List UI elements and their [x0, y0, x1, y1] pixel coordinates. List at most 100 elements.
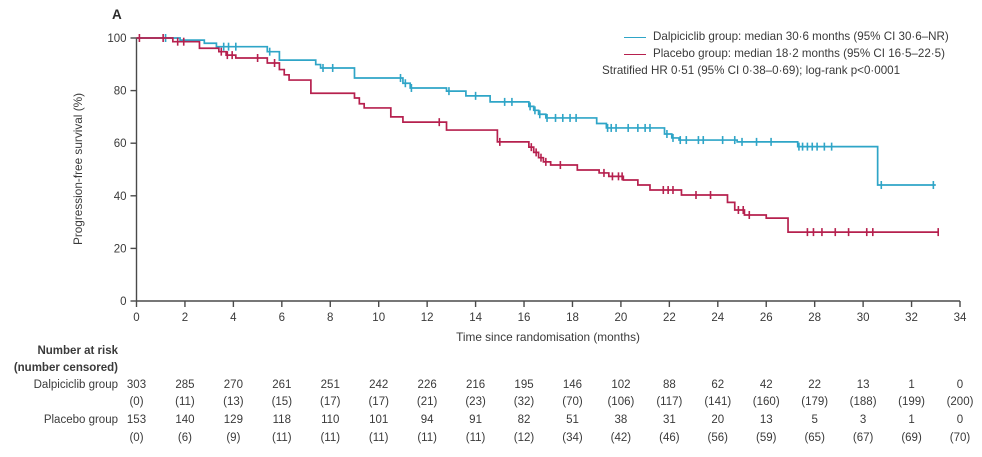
risk-censored-cell: (11): [417, 432, 437, 444]
y-tick-label: 20: [114, 243, 127, 255]
risk-count-cell: 195: [514, 379, 534, 391]
risk-count-cell: 101: [369, 414, 389, 426]
risk-censored-cell: (70): [949, 432, 971, 444]
risk-censored-cell: (0): [129, 432, 144, 444]
x-tick-label: 30: [857, 312, 870, 324]
x-tick-label: 6: [279, 312, 285, 324]
risk-count-cell: 5: [811, 414, 818, 426]
risk-count-cell: 1: [908, 379, 915, 391]
risk-count-cell: 13: [759, 414, 773, 426]
y-tick-label: 0: [120, 296, 126, 308]
risk-censored-cell: (17): [368, 396, 389, 408]
risk-count-cell: 285: [175, 379, 195, 391]
risk-censored-cell: (9): [226, 432, 241, 444]
risk-count-cell: 31: [662, 414, 676, 426]
risk-count-cell: 13: [856, 379, 870, 391]
risk-count-cell: 261: [272, 379, 292, 391]
x-tick-label: 0: [133, 312, 139, 324]
risk-count-cell: 0: [956, 379, 964, 391]
x-tick-label: 10: [372, 312, 385, 324]
risk-count-cell: 216: [465, 379, 486, 391]
panel-label: A: [112, 7, 122, 22]
risk-count-cell: 146: [562, 379, 583, 391]
legend-label: Dalpiciclib group: median 30·6 months (9…: [653, 30, 949, 43]
risk-count-cell: 51: [566, 414, 579, 426]
risk-row-label: Dalpiciclib group: [33, 379, 118, 391]
risk-censored-cell: (23): [465, 396, 486, 408]
risk-censored-cell: (59): [756, 432, 777, 444]
risk-count-cell: 129: [223, 414, 243, 426]
risk-censored-cell: (11): [368, 432, 389, 444]
risk-censored-cell: (200): [946, 396, 974, 408]
legend-entry-dalpiciclib: Dalpiciclib group: median 30·6 months (9…: [624, 30, 949, 44]
risk-count-cell: 3: [859, 414, 867, 426]
x-tick-label: 26: [760, 312, 773, 324]
x-tick-label: 28: [808, 312, 821, 324]
risk-table-header-line2: (number censored): [13, 362, 118, 374]
x-tick-label: 22: [663, 312, 676, 324]
risk-censored-cell: (46): [659, 432, 680, 444]
risk-censored-cell: (56): [707, 432, 729, 444]
risk-censored-cell: (15): [271, 396, 293, 408]
legend-label: Placebo group: median 18·2 months (95% C…: [653, 47, 945, 60]
risk-censored-cell: (70): [562, 396, 583, 408]
placebo-line-swatch-icon: [624, 53, 646, 55]
risk-count-cell: 62: [711, 379, 725, 391]
risk-censored-cell: (179): [801, 396, 829, 408]
risk-censored-cell: (32): [513, 396, 535, 408]
risk-count-cell: 94: [420, 414, 434, 426]
risk-count-cell: 242: [369, 379, 389, 391]
y-tick-label: 40: [114, 191, 127, 203]
x-tick-label: 14: [469, 312, 482, 324]
x-tick-label: 18: [566, 312, 579, 324]
risk-censored-cell: (188): [849, 396, 877, 408]
risk-censored-cell: (160): [752, 396, 780, 408]
risk-row-label: Placebo group: [43, 414, 118, 426]
risk-censored-cell: (199): [898, 396, 925, 408]
x-tick-label: 2: [182, 312, 188, 324]
km-curve-dalpiciclib-group: [136, 37, 936, 186]
stratified-hr-note: Stratified HR 0·51 (95% CI 0·38–0·69); l…: [602, 64, 901, 77]
risk-count-cell: 270: [223, 379, 243, 391]
risk-censored-cell: (11): [465, 432, 486, 444]
risk-count-cell: 1: [908, 414, 915, 426]
y-tick-label: 80: [114, 86, 127, 98]
risk-censored-cell: (21): [416, 396, 438, 408]
risk-censored-cell: (6): [177, 432, 192, 444]
risk-censored-cell: (11): [272, 432, 292, 444]
risk-censored-cell: (106): [607, 396, 635, 408]
x-tick-label: 34: [954, 312, 967, 324]
km-curve-placebo-group: [136, 37, 939, 233]
risk-count-cell: 226: [417, 379, 437, 391]
risk-count-cell: 20: [711, 414, 725, 426]
risk-censored-cell: (11): [320, 432, 341, 444]
risk-censored-cell: (67): [852, 432, 874, 444]
risk-censored-cell: (141): [704, 396, 732, 408]
x-axis-title: Time since randomisation (months): [456, 330, 640, 344]
risk-censored-cell: (65): [804, 432, 825, 444]
x-tick-label: 12: [421, 312, 434, 324]
risk-count-cell: 110: [321, 414, 340, 426]
x-tick-label: 16: [518, 312, 531, 324]
risk-censored-cell: (42): [610, 432, 632, 444]
risk-censored-cell: (12): [513, 432, 535, 444]
risk-censored-cell: (34): [562, 432, 583, 444]
risk-censored-cell: (69): [901, 432, 922, 444]
risk-count-cell: 38: [614, 414, 628, 426]
y-axis-title: Progression-free survival (%): [71, 92, 85, 246]
x-tick-label: 32: [905, 312, 918, 324]
risk-count-cell: 303: [126, 379, 147, 391]
risk-table-header-line1: Number at risk: [37, 345, 118, 357]
y-tick-label: 60: [114, 138, 127, 150]
legend-entry-placebo: Placebo group: median 18·2 months (95% C…: [624, 47, 945, 61]
risk-count-cell: 118: [272, 414, 291, 426]
risk-count-cell: 153: [126, 414, 147, 426]
risk-count-cell: 102: [611, 379, 631, 391]
risk-censored-cell: (117): [656, 396, 683, 408]
x-tick-label: 20: [615, 312, 628, 324]
x-tick-label: 24: [711, 312, 724, 324]
risk-count-cell: 0: [956, 414, 964, 426]
dalpiciclib-line-swatch-icon: [624, 36, 646, 38]
